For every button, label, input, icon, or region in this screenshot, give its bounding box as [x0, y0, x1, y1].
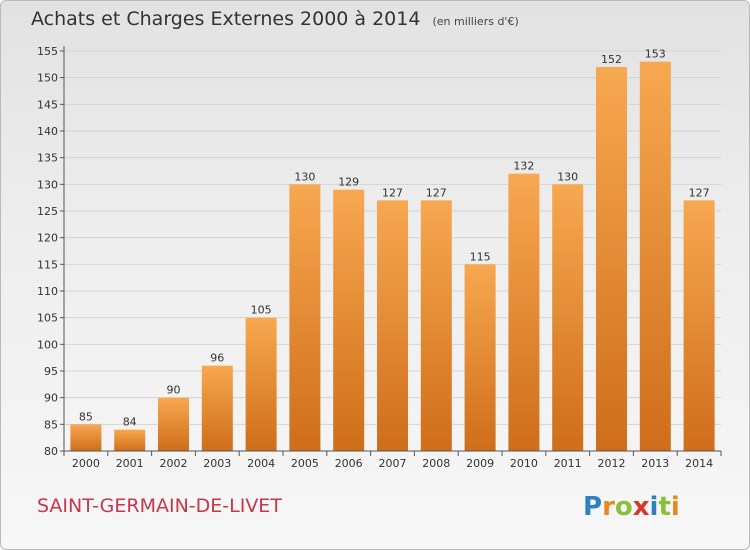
bar — [420, 200, 452, 451]
y-tick-label: 90 — [44, 392, 58, 405]
bar — [158, 397, 189, 451]
svg-text:Proxiti: Proxiti — [583, 492, 680, 522]
y-tick-label: 85 — [44, 418, 58, 431]
chart-title: Achats et Charges Externes 2000 à 2014 — [31, 8, 421, 30]
data-label: 127 — [689, 186, 710, 199]
y-tick-label: 105 — [37, 312, 58, 325]
data-label: 127 — [426, 186, 447, 199]
chart-title-block: Achats et Charges Externes 2000 à 2014 (e… — [31, 8, 519, 30]
y-tick-label: 135 — [37, 152, 58, 165]
y-tick-label: 155 — [37, 45, 58, 58]
data-label: 127 — [382, 186, 403, 199]
y-tick-label: 125 — [37, 205, 58, 218]
y-tick-label: 150 — [37, 72, 58, 85]
y-tick-label: 100 — [37, 338, 58, 351]
bars: 85 84 90 96 105 130 129 127 127 115 132 130 152 153 12… — [70, 48, 715, 452]
y-tick-label: 140 — [37, 125, 58, 138]
bar — [289, 184, 321, 452]
bar — [596, 67, 627, 451]
bar — [245, 317, 277, 451]
bar — [70, 424, 102, 451]
data-label: 96 — [210, 352, 224, 365]
axes: 80 85 90 95 100 105 110 115 120 125 130 135 140 145 15… — [37, 45, 722, 470]
x-tick-label: 2011 — [554, 457, 582, 470]
bar — [639, 61, 671, 452]
y-tick-label: 130 — [37, 178, 58, 191]
bar — [552, 184, 584, 452]
x-tick-label: 2005 — [291, 457, 319, 470]
y-tick-label: 110 — [37, 285, 58, 298]
x-tick-label: 2006 — [335, 457, 363, 470]
chart-subtitle: (en milliers d'€) — [432, 15, 519, 28]
y-tick-label: 115 — [37, 258, 58, 271]
x-tick-label: 2014 — [685, 457, 713, 470]
bar — [508, 173, 540, 451]
data-label: 129 — [338, 176, 359, 189]
bar — [114, 429, 146, 451]
data-label: 84 — [123, 416, 137, 429]
x-tick-label: 2010 — [510, 457, 538, 470]
bar — [464, 264, 496, 451]
x-tick-label: 2013 — [641, 457, 669, 470]
x-tick-label: 2000 — [72, 457, 100, 470]
data-label: 130 — [294, 170, 315, 183]
x-tick-label: 2009 — [466, 457, 494, 470]
y-tick-label: 120 — [37, 232, 58, 245]
y-tick-label: 95 — [44, 365, 58, 378]
x-tick-label: 2004 — [247, 457, 275, 470]
x-tick-label: 2007 — [379, 457, 407, 470]
y-tick-label: 80 — [44, 445, 58, 458]
data-label: 130 — [557, 170, 578, 183]
bar — [201, 365, 233, 451]
bar — [333, 189, 365, 451]
x-tick-label: 2008 — [422, 457, 450, 470]
data-label: 132 — [513, 160, 534, 173]
data-label: 90 — [167, 384, 181, 397]
data-label: 85 — [79, 410, 93, 423]
proxiti-logo: Proxiti — [583, 492, 680, 522]
bar — [683, 200, 715, 451]
data-label: 115 — [470, 250, 491, 263]
x-tick-label: 2002 — [160, 457, 188, 470]
x-tick-label: 2012 — [598, 457, 626, 470]
data-label: 153 — [645, 48, 666, 61]
x-tick-label: 2001 — [116, 457, 144, 470]
commune-name: SAINT-GERMAIN-DE-LIVET — [37, 495, 282, 517]
y-tick-label: 145 — [37, 98, 58, 111]
x-tick-label: 2003 — [203, 457, 231, 470]
data-label: 152 — [601, 53, 622, 66]
data-label: 105 — [251, 304, 272, 317]
bar — [377, 200, 408, 451]
